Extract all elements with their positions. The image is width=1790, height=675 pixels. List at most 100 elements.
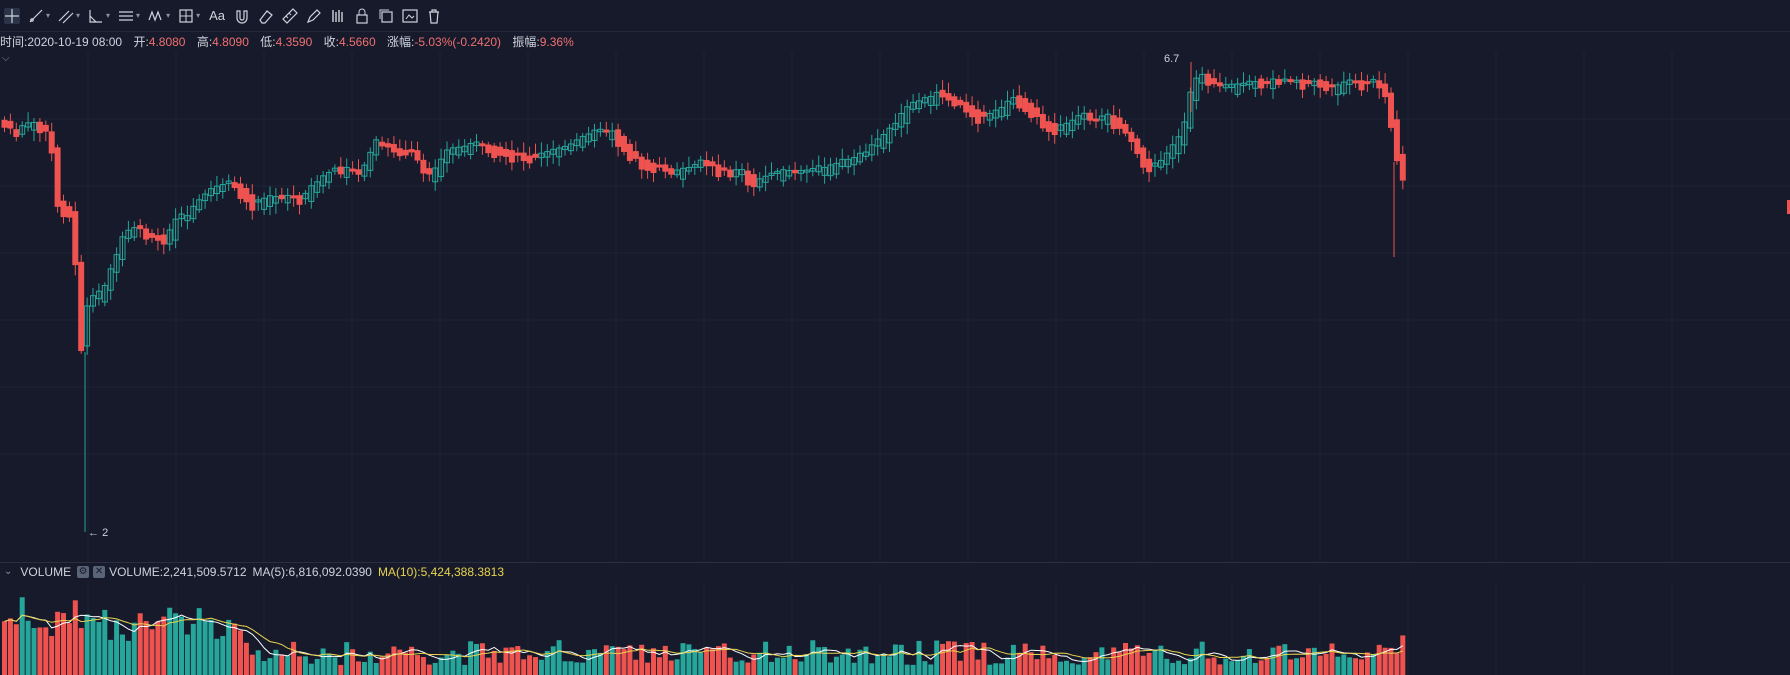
settings-icon[interactable]: ⚙ <box>77 566 90 578</box>
parallel-channel-tool[interactable]: ▾ <box>54 0 84 31</box>
volume-bar <box>1193 648 1199 675</box>
eraser-tool[interactable] <box>254 0 278 31</box>
candle <box>951 93 958 110</box>
magnet-tool[interactable] <box>230 0 254 31</box>
volume-bar <box>114 620 120 675</box>
wave-pattern-tool[interactable]: ▾ <box>144 0 174 31</box>
screenshot-tool[interactable] <box>398 0 422 31</box>
volume-bar <box>1353 658 1359 675</box>
volume-bar <box>898 644 904 675</box>
dropdown-caret-icon[interactable]: ▾ <box>106 11 111 20</box>
candle <box>656 157 663 172</box>
volume-bar <box>1311 647 1317 675</box>
ruler-tool[interactable] <box>278 0 302 31</box>
candlestick-chart[interactable] <box>0 52 1790 562</box>
candle <box>296 191 303 215</box>
volume-bar <box>786 645 792 675</box>
dropdown-caret-icon[interactable]: ▾ <box>136 11 141 20</box>
candle <box>467 138 474 160</box>
volume-bar <box>238 630 243 675</box>
volume-bar <box>267 658 273 675</box>
candle <box>1388 87 1394 132</box>
pane-divider[interactable] <box>0 562 1790 563</box>
volume-bar <box>1246 649 1252 675</box>
close-icon[interactable]: ✕ <box>93 566 106 578</box>
volume-bar <box>1252 662 1258 675</box>
candle <box>143 223 150 245</box>
lock-tool[interactable] <box>350 0 374 31</box>
volume-bar <box>769 661 774 675</box>
candle <box>7 113 14 135</box>
volume-bar <box>692 648 698 675</box>
measure-tool[interactable] <box>326 0 350 31</box>
candle <box>1211 69 1217 88</box>
volume-bar <box>1170 662 1176 675</box>
text-tool[interactable]: Aa <box>204 0 230 31</box>
volume-bar <box>668 660 674 675</box>
volume-bar <box>249 654 255 675</box>
volume-bar <box>804 653 810 675</box>
candle <box>939 80 946 105</box>
delete-tool[interactable] <box>422 0 446 31</box>
candle <box>1370 75 1377 88</box>
candle <box>1157 151 1164 171</box>
rectangle-tool[interactable]: ▾ <box>174 0 204 31</box>
pen-tool[interactable] <box>302 0 326 31</box>
volume-bar <box>651 648 656 675</box>
trend-line-tool[interactable]: ▾ <box>24 0 54 31</box>
volume-bar <box>662 645 668 675</box>
volume-bar <box>1317 655 1323 675</box>
candle <box>1382 73 1389 104</box>
candle <box>815 155 822 176</box>
volume-bar <box>1217 664 1223 675</box>
candle <box>178 206 185 227</box>
volume-bar <box>302 656 308 675</box>
volume-bar <box>444 654 450 675</box>
volume-bar <box>72 600 78 675</box>
candle <box>1181 112 1188 154</box>
candle <box>739 163 745 183</box>
volume-bar <box>297 656 302 675</box>
volume-bar <box>869 663 875 675</box>
volume-bar <box>1134 645 1140 675</box>
volume-bar <box>485 657 491 675</box>
candle <box>904 99 911 135</box>
candle <box>567 139 574 156</box>
volume-bar <box>279 655 285 675</box>
horizontal-lines-tool[interactable]: ▾ <box>114 0 144 31</box>
candle <box>432 159 439 191</box>
high-price-marker: 6.7 <box>1164 53 1180 65</box>
candle <box>78 254 85 354</box>
candle <box>225 174 232 192</box>
volume-bar <box>1064 660 1069 675</box>
volume-chart[interactable] <box>0 582 1790 675</box>
candle <box>95 283 102 306</box>
copy-tool[interactable] <box>374 0 398 31</box>
collapse-chevron-icon[interactable]: ⌄ <box>4 566 13 577</box>
volume-bar <box>1347 657 1353 675</box>
dropdown-caret-icon[interactable]: ▾ <box>46 11 51 20</box>
dropdown-caret-icon[interactable]: ▾ <box>196 11 201 20</box>
angle-tool[interactable]: ▾ <box>84 0 114 31</box>
volume-bar <box>125 640 131 675</box>
dropdown-caret-icon[interactable]: ▾ <box>166 11 171 20</box>
volume-bar <box>1235 660 1241 675</box>
candle <box>1087 109 1094 125</box>
volume-bar <box>639 644 645 675</box>
candle <box>166 223 173 251</box>
volume-bar <box>261 661 267 675</box>
volume-bar <box>356 661 361 675</box>
chevron-down-icon[interactable]: ⌵ <box>2 53 10 64</box>
volume-bar <box>863 646 869 675</box>
candle <box>839 148 846 170</box>
volume-bar <box>214 638 220 675</box>
volume-bar <box>1081 657 1087 675</box>
dropdown-caret-icon[interactable]: ▾ <box>76 11 81 20</box>
volume-bar <box>1211 657 1217 675</box>
rectangle-icon <box>178 8 194 24</box>
volume-bar <box>957 660 963 675</box>
volume-bar <box>538 659 544 675</box>
volume-bar <box>1010 644 1016 675</box>
volume-bar <box>1040 645 1046 675</box>
crosshair-tool[interactable] <box>0 0 24 31</box>
